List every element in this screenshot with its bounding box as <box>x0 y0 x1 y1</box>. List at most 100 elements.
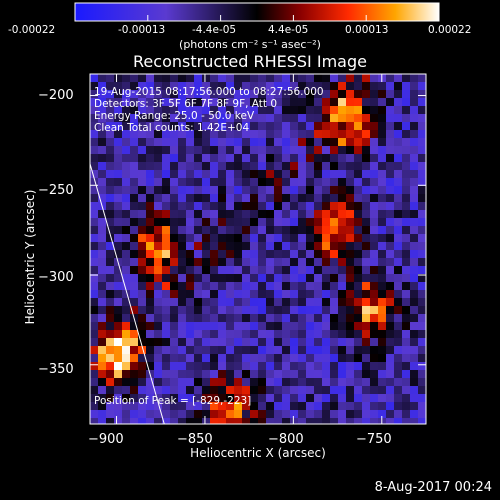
heatmap-cell <box>274 170 282 178</box>
heatmap-cell <box>90 306 98 314</box>
heatmap-cell <box>226 418 234 424</box>
heatmap-cell <box>250 194 258 202</box>
heatmap-cell <box>210 362 218 370</box>
heatmap-cell <box>274 130 282 138</box>
heatmap-cell <box>210 274 218 282</box>
heatmap-cell <box>410 210 418 218</box>
heatmap-cell <box>394 114 402 122</box>
heatmap-cell <box>130 290 138 298</box>
heatmap-cell <box>194 210 202 218</box>
heatmap-cell <box>418 186 426 194</box>
heatmap-cell <box>330 250 338 258</box>
heatmap-cell <box>234 330 242 338</box>
heatmap-cell <box>338 234 346 242</box>
heatmap-cell <box>258 162 266 170</box>
heatmap-cell <box>322 202 330 210</box>
heatmap-cell <box>138 130 146 138</box>
heatmap-cell <box>282 122 290 130</box>
heatmap-cell <box>130 154 138 162</box>
heatmap-cell <box>378 210 386 218</box>
heatmap-cell <box>162 362 170 370</box>
heatmap-cell <box>378 306 386 314</box>
heatmap-cell <box>146 354 154 362</box>
heatmap-cell <box>122 146 130 154</box>
heatmap-cell <box>402 346 410 354</box>
heatmap-cell <box>90 162 98 170</box>
heatmap-cell <box>402 314 410 322</box>
heatmap-cell <box>410 250 418 258</box>
heatmap-cell <box>90 74 98 82</box>
heatmap-cell <box>146 410 154 418</box>
heatmap-cell <box>314 362 322 370</box>
heatmap-cell <box>90 146 98 154</box>
heatmap-cell <box>330 354 338 362</box>
heatmap-cell <box>402 282 410 290</box>
heatmap-cell <box>130 362 138 370</box>
heatmap-cell <box>122 162 130 170</box>
heatmap-cell <box>274 394 282 402</box>
heatmap-cell <box>170 394 178 402</box>
heatmap-cell <box>202 98 210 106</box>
heatmap-cell <box>386 162 394 170</box>
heatmap-cell <box>210 74 218 82</box>
heatmap-cell <box>90 98 98 106</box>
heatmap-cell <box>170 178 178 186</box>
heatmap-cell <box>194 274 202 282</box>
heatmap-cell <box>290 370 298 378</box>
heatmap-cell <box>354 322 362 330</box>
heatmap-cell <box>394 386 402 394</box>
heatmap-cell <box>154 178 162 186</box>
heatmap-cell <box>258 178 266 186</box>
heatmap-cell <box>402 146 410 154</box>
heatmap-cell <box>386 154 394 162</box>
heatmap-cell <box>130 106 138 114</box>
y-tick-label: −250 <box>38 183 74 198</box>
heatmap-cell <box>378 282 386 290</box>
heatmap-cell <box>146 362 154 370</box>
heatmap-cell <box>354 162 362 170</box>
heatmap-cell <box>314 178 322 186</box>
heatmap-cell <box>362 362 370 370</box>
heatmap-cell <box>314 114 322 122</box>
heatmap-cell <box>418 162 426 170</box>
heatmap-cell <box>338 386 346 394</box>
heatmap-cell <box>402 306 410 314</box>
heatmap-cell <box>162 146 170 154</box>
heatmap-cell <box>346 290 354 298</box>
heatmap-cell <box>98 106 106 114</box>
heatmap-cell <box>298 162 306 170</box>
heatmap-cell <box>362 138 370 146</box>
heatmap-cell <box>90 106 98 114</box>
heatmap-cell <box>354 394 362 402</box>
heatmap-cell <box>210 346 218 354</box>
heatmap-cell <box>106 362 114 370</box>
heatmap-cell <box>138 362 146 370</box>
heatmap-cell <box>218 170 226 178</box>
heatmap-cell <box>242 146 250 154</box>
heatmap-cell <box>202 346 210 354</box>
colorbar-units: (photons cm⁻² s⁻¹ asec⁻²) <box>179 38 321 51</box>
heatmap-cell <box>266 346 274 354</box>
heatmap-cell <box>290 218 298 226</box>
heatmap-cell <box>162 378 170 386</box>
heatmap-cell <box>226 210 234 218</box>
heatmap-cell <box>282 242 290 250</box>
heatmap-cell <box>138 266 146 274</box>
heatmap-cell <box>418 282 426 290</box>
heatmap-cell <box>194 194 202 202</box>
heatmap-cell <box>362 282 370 290</box>
heatmap-cell <box>194 130 202 138</box>
heatmap-cell <box>170 282 178 290</box>
heatmap-cell <box>250 162 258 170</box>
heatmap-cell <box>186 114 194 122</box>
heatmap-cell <box>282 266 290 274</box>
heatmap-cell <box>98 130 106 138</box>
heatmap-cell <box>202 386 210 394</box>
heatmap-cell <box>146 258 154 266</box>
heatmap-cell <box>194 250 202 258</box>
heatmap-cell <box>378 170 386 178</box>
heatmap-cell <box>90 402 98 410</box>
heatmap-cell <box>130 338 138 346</box>
heatmap-cell <box>250 386 258 394</box>
heatmap-cell <box>402 106 410 114</box>
